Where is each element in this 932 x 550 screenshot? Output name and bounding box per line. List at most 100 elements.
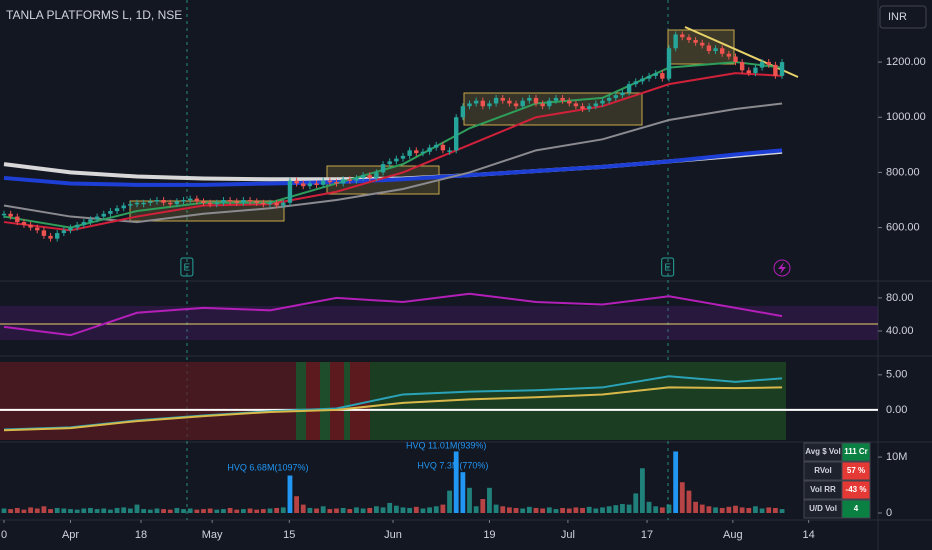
volume-bar [440, 504, 446, 513]
volume-bar [533, 507, 539, 513]
x-tick-label: Apr [62, 529, 79, 541]
volume-bar [320, 506, 326, 513]
volume-bar [526, 506, 532, 513]
volume-bar [280, 507, 286, 513]
candle [74, 224, 80, 228]
volume-bar [480, 499, 486, 513]
volume-bar [247, 508, 253, 513]
chart-title: TANLA PLATFORMS L, 1D, NSE [6, 8, 182, 22]
x-tick-label: 19 [483, 529, 495, 541]
candle [194, 198, 200, 202]
volume-bar [161, 509, 166, 513]
candle [540, 103, 545, 107]
candle [660, 73, 665, 79]
volume-bar [88, 507, 93, 513]
volume-bar [374, 506, 379, 513]
candle [8, 213, 13, 217]
x-tick-label: Jul [561, 529, 575, 541]
candle [693, 40, 698, 43]
candle [1, 213, 7, 216]
volume-bar [573, 507, 579, 513]
y-tick-label: 1000.00 [886, 111, 926, 123]
volume-bar [127, 508, 133, 513]
bg-zone [330, 362, 344, 440]
earnings-label: E [184, 263, 191, 274]
candle [640, 78, 645, 82]
currency-button[interactable] [879, 5, 927, 29]
volume-bar [560, 507, 565, 513]
volume-bar [147, 509, 153, 513]
candle [154, 200, 160, 202]
volume-bar [606, 506, 612, 513]
candle [500, 97, 505, 101]
candle [520, 100, 525, 107]
candle [507, 100, 512, 104]
volume-bar [646, 501, 652, 513]
candle [48, 235, 53, 239]
rsi-band [0, 306, 878, 340]
candle [188, 198, 193, 201]
volume-bar [94, 509, 100, 513]
y-tick-label: 800.00 [886, 166, 920, 178]
volume-bar [447, 490, 452, 513]
currency[interactable]: INR [888, 11, 907, 23]
candle [227, 200, 233, 202]
volume-bar [407, 507, 413, 513]
annotation: HVQ 7.3M(770%) [417, 460, 488, 470]
x-tick-label: Jun [384, 529, 402, 541]
x-tick-label: 18 [135, 529, 147, 541]
candle [420, 151, 426, 154]
table-value: 4 [854, 504, 859, 513]
candle [407, 150, 412, 156]
candle [267, 202, 273, 205]
candle [587, 106, 592, 109]
candle [28, 224, 33, 228]
volume-bar [520, 508, 526, 513]
bg-zone [350, 362, 370, 440]
candle [580, 106, 585, 109]
candle [673, 34, 678, 49]
annotation: HVQ 6.68M(1097%) [227, 462, 308, 472]
volume-bar [174, 507, 180, 513]
candle [680, 34, 685, 38]
volume-bar [300, 504, 306, 513]
candle [553, 97, 559, 101]
volume-bar [347, 509, 353, 513]
candle [527, 97, 532, 101]
candle [720, 48, 725, 54]
candle [487, 103, 492, 107]
volume-bar [759, 508, 765, 513]
candle [706, 45, 712, 52]
line [3, 148, 783, 187]
candle [41, 230, 47, 236]
volume-bar [234, 509, 240, 513]
volume-bar [393, 505, 399, 513]
volume-bar [108, 509, 113, 513]
candle [440, 144, 446, 151]
bg-zone [344, 362, 350, 440]
candle [261, 202, 266, 205]
volume-bar [659, 507, 665, 513]
volume-bar [746, 507, 752, 513]
line [3, 72, 783, 232]
candle [447, 150, 452, 152]
volume-bar [34, 508, 40, 513]
candle [394, 158, 399, 162]
volume-bar [274, 507, 280, 513]
trend-line [684, 26, 799, 78]
x-tick-label: 15 [283, 529, 295, 541]
candle [387, 161, 392, 165]
volume-bar [267, 508, 273, 513]
volume-bar [467, 487, 472, 513]
candle [15, 216, 20, 223]
candle [493, 97, 499, 104]
earnings-label: E [664, 263, 671, 274]
y-tick-label: 0.00 [886, 404, 907, 416]
candle [739, 62, 745, 71]
candle [347, 179, 352, 181]
x-tick-label: 14 [803, 529, 815, 541]
volume-bar [327, 509, 333, 513]
volume-bar [507, 507, 512, 513]
bg-zone [306, 362, 320, 440]
volume-bar [493, 504, 499, 513]
